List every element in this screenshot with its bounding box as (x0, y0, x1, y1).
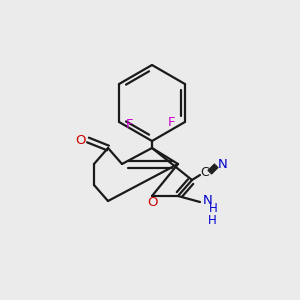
Text: H: H (208, 214, 216, 226)
Text: F: F (125, 118, 133, 130)
Text: O: O (76, 134, 86, 146)
Text: N: N (218, 158, 228, 172)
Text: C: C (201, 167, 209, 179)
Text: N: N (203, 194, 213, 208)
Text: H: H (208, 202, 217, 215)
Text: O: O (147, 196, 157, 209)
Text: F: F (168, 116, 176, 128)
